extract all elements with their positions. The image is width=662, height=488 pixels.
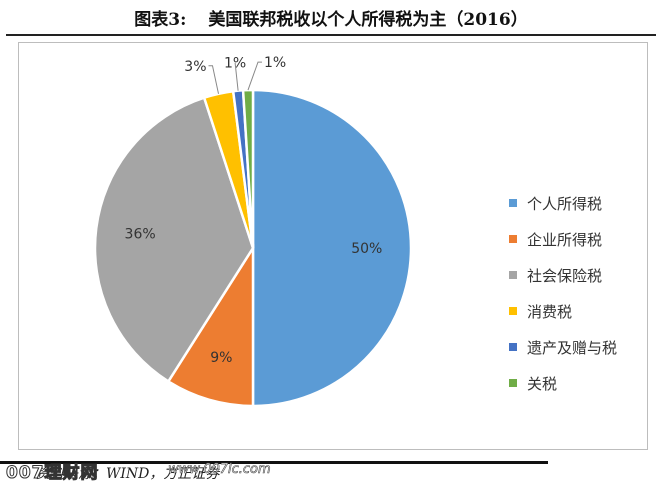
legend-label: 个人所得税 (527, 194, 603, 213)
figure-label: 图表3: (134, 9, 187, 30)
watermark-logo: 007理财网 (6, 463, 99, 484)
slice-data-label: 36% (125, 227, 156, 243)
legend-swatch (509, 379, 517, 387)
legend-label: 关税 (527, 374, 558, 393)
legend-label: 社会保险税 (527, 266, 603, 285)
legend-item: 消费税 (509, 293, 617, 329)
legend-item: 社会保险税 (509, 257, 617, 293)
slice-data-label: 50% (351, 241, 382, 257)
pie-chart: 50% 9% 36% 3% 1% 1% (93, 55, 413, 408)
legend-item: 关税 (509, 365, 617, 401)
footer-divider (0, 461, 548, 464)
legend-item: 个人所得税 (509, 185, 617, 221)
figure-title-text: 美国联邦税收以个人所得税为主（2016） (208, 9, 528, 30)
slice-data-label: 1% (224, 56, 246, 72)
leader-line (234, 62, 239, 91)
pie-slice (93, 96, 255, 384)
legend-label: 遗产及赠与税 (527, 338, 618, 357)
legend-swatch (509, 199, 517, 207)
pie-slice (251, 88, 413, 408)
slice-data-label: 9% (210, 350, 232, 366)
pie-slice (166, 243, 255, 408)
watermark-url: www.007lc.com (168, 462, 271, 478)
source-note: 资料来源：WIND，方正证券 (36, 466, 220, 482)
legend-swatch (509, 235, 517, 243)
legend-label: 消费税 (527, 302, 573, 321)
legend-swatch (509, 307, 517, 315)
legend-label: 企业所得税 (527, 230, 603, 249)
slice-data-label: 3% (184, 59, 206, 75)
slice-data-label: 1% (264, 55, 286, 71)
chart-area: 50% 9% 36% 3% 1% 1% 个人所得税 企业所得税 社会保险税 消费税 遗产及… (18, 42, 648, 450)
title-divider (6, 34, 656, 36)
legend-item: 遗产及赠与税 (509, 329, 617, 365)
chart-legend: 个人所得税 企业所得税 社会保险税 消费税 遗产及赠与税 关税 (509, 185, 617, 401)
leader-line (208, 65, 219, 94)
leader-line (247, 61, 262, 91)
legend-swatch (509, 343, 517, 351)
legend-item: 企业所得税 (509, 221, 617, 257)
legend-swatch (509, 271, 517, 279)
figure-title: 图表3: 美国联邦税收以个人所得税为主（2016） (0, 4, 662, 30)
